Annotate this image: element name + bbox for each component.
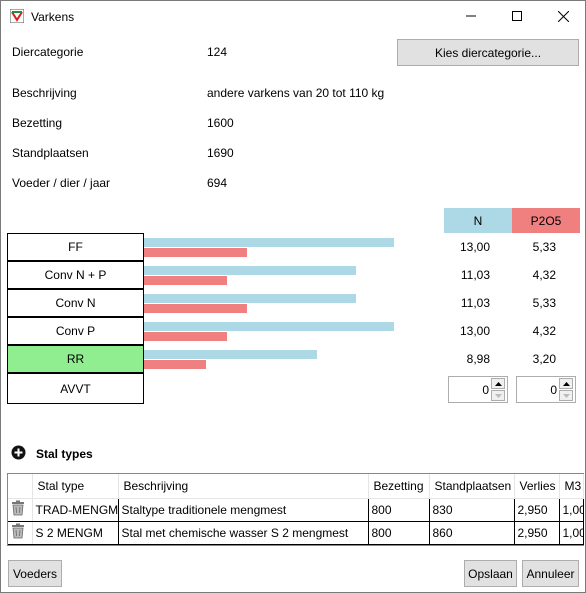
cell-staltype[interactable]: TRAD-MENGM xyxy=(32,498,119,522)
table-row[interactable]: S 2 MENGM Stal met chemische wasser S 2 m… xyxy=(8,521,584,545)
p2o5-value: 5,33 xyxy=(532,296,556,310)
avvt-button[interactable]: AVVT xyxy=(7,373,144,404)
maximize-button[interactable] xyxy=(494,1,540,31)
cell-standplaatsen[interactable]: 860 xyxy=(429,521,515,545)
p2o5-value: 4,32 xyxy=(532,268,556,282)
n-bar xyxy=(144,322,394,331)
annuleer-button[interactable]: Annuleer xyxy=(522,560,579,587)
diercategorie-label: Diercategorie xyxy=(12,45,84,59)
n-header: N xyxy=(444,208,512,233)
p2o5-bar xyxy=(144,332,227,341)
column-header-icon xyxy=(8,474,33,499)
grid-header-row: Stal type Beschrijving Bezetting Standpl… xyxy=(8,474,584,499)
chevron-down-icon[interactable] xyxy=(559,390,573,401)
category-button[interactable]: Conv N + P xyxy=(7,261,144,289)
avvt-n-stepper[interactable]: 0 xyxy=(448,376,508,403)
cell-m3[interactable]: 1,00 xyxy=(559,521,584,545)
bezetting-value: 1600 xyxy=(207,116,234,130)
cell-bezetting[interactable]: 800 xyxy=(368,521,430,545)
category-button[interactable]: FF xyxy=(7,233,144,261)
title-bar: Varkens xyxy=(1,1,585,32)
cell-bezetting[interactable]: 800 xyxy=(368,498,430,522)
window-title: Varkens xyxy=(31,10,75,24)
beschrijving-label: Beschrijving xyxy=(12,86,77,100)
chevron-up-icon[interactable] xyxy=(559,378,573,389)
cell-verlies[interactable]: 2,950 xyxy=(514,498,560,522)
voeders-button[interactable]: Voeders xyxy=(8,560,62,587)
diercategorie-value: 124 xyxy=(207,45,228,59)
close-button[interactable] xyxy=(540,1,586,31)
beschrijving-value: andere varkens van 20 tot 110 kg xyxy=(207,86,385,100)
stal-types-section: Stal types xyxy=(11,445,93,463)
avvt-n-value: 0 xyxy=(482,383,489,397)
trash-icon[interactable] xyxy=(8,521,33,545)
voeder-label: Voeder / dier / jaar xyxy=(12,176,111,190)
n-value: 13,00 xyxy=(459,324,490,338)
p2o5-bar xyxy=(144,360,206,369)
voeder-value: 694 xyxy=(207,176,228,190)
column-header-verlies[interactable]: Verlies xyxy=(514,474,560,499)
n-bar xyxy=(144,266,356,275)
app-logo-icon xyxy=(9,8,25,24)
category-button[interactable]: Conv N xyxy=(7,289,144,317)
cell-standplaatsen[interactable]: 830 xyxy=(429,498,515,522)
category-button[interactable]: Conv P xyxy=(7,317,144,345)
n-bar xyxy=(144,294,356,303)
opslaan-button[interactable]: Opslaan xyxy=(464,560,517,587)
cell-staltype[interactable]: S 2 MENGM xyxy=(32,521,119,545)
n-value: 11,03 xyxy=(460,268,490,282)
column-header-m3[interactable]: M3 xyxy=(559,474,584,499)
column-header-standplaatsen[interactable]: Standplaatsen xyxy=(429,474,515,499)
column-header-bezetting[interactable]: Bezetting xyxy=(368,474,430,499)
standplaatsen-value: 1690 xyxy=(207,146,234,160)
cell-beschrijving[interactable]: Staltype traditionele mengmest xyxy=(118,498,369,522)
avvt-p-stepper[interactable]: 0 xyxy=(516,376,576,403)
stal-types-title: Stal types xyxy=(36,447,93,461)
kies-diercategorie-button[interactable]: Kies diercategorie... xyxy=(397,39,579,66)
column-header-beschrijving[interactable]: Beschrijving xyxy=(118,474,369,499)
close-icon xyxy=(557,10,569,22)
n-bar xyxy=(144,350,317,359)
column-header-staltype[interactable]: Stal type xyxy=(32,474,119,499)
p2o5-value: 4,32 xyxy=(532,324,556,338)
chevron-up-icon[interactable] xyxy=(491,378,505,389)
standplaatsen-label: Standplaatsen xyxy=(12,146,89,160)
table-row[interactable]: TRAD-MENGM Staltype traditionele mengmest… xyxy=(8,498,584,522)
cell-beschrijving[interactable]: Stal met chemische wasser S 2 mengmest xyxy=(118,521,369,545)
minimize-icon xyxy=(466,11,476,21)
n-value: 13,00 xyxy=(459,240,490,254)
plus-circle-icon[interactable] xyxy=(11,445,26,463)
p2o5-header: P2O5 xyxy=(512,208,580,233)
n-value: 11,03 xyxy=(460,296,490,310)
n-bar xyxy=(144,238,394,247)
bezetting-label: Bezetting xyxy=(12,116,63,130)
p2o5-value: 3,20 xyxy=(532,352,556,366)
cell-m3[interactable]: 1,00 xyxy=(559,498,584,522)
p2o5-bar xyxy=(144,304,247,313)
stal-types-grid: Stal type Beschrijving Bezetting Standpl… xyxy=(7,473,584,546)
maximize-icon xyxy=(512,11,522,21)
avvt-p-value: 0 xyxy=(550,383,557,397)
cell-verlies[interactable]: 2,950 xyxy=(514,521,560,545)
category-button[interactable]: RR xyxy=(7,345,144,373)
minimize-button[interactable] xyxy=(448,1,494,31)
p2o5-bar xyxy=(144,276,227,285)
p2o5-bar xyxy=(144,248,247,257)
p2o5-value: 5,33 xyxy=(532,240,556,254)
chevron-down-icon[interactable] xyxy=(491,390,505,401)
trash-icon[interactable] xyxy=(8,498,33,522)
n-value: 8,98 xyxy=(466,352,490,366)
